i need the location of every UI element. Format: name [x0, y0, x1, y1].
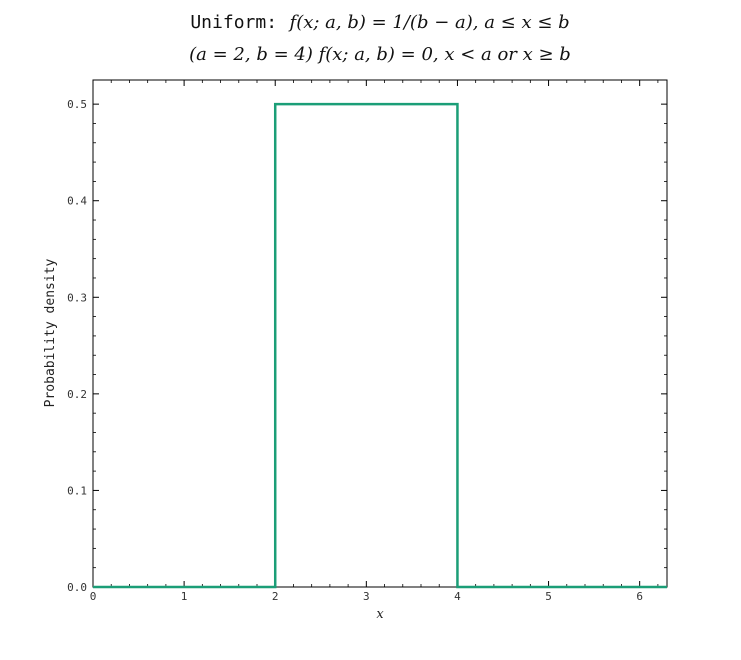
title-formula: f(x; a, b) = 1/(b − a), a ≤ x ≤ b	[288, 12, 570, 33]
x-axis-ticks: 0 1 2 3 4 5 6	[90, 80, 659, 603]
y-axis-label: Probability density	[43, 258, 58, 407]
chart-title: Uniform: f(x; a, b) = 1/(b − a), a ≤ x ≤…	[189, 12, 571, 65]
series-layer	[93, 102, 667, 589]
title-line-2: (a = 2, b = 4) f(x; a, b) = 0, x < a or …	[189, 44, 571, 65]
x-tick-label: 5	[545, 590, 552, 603]
plot-frame	[92, 79, 668, 588]
y-tick-label: 0.3	[67, 291, 87, 304]
x-tick-label: 0	[90, 590, 97, 603]
title-line-1: Uniform: f(x; a, b) = 1/(b − a), a ≤ x ≤…	[190, 12, 569, 33]
y-tick-label: 0.0	[67, 581, 87, 594]
pdf-series-line	[93, 102, 667, 589]
x-axis-label: x	[376, 607, 384, 622]
y-tick-label: 0.5	[67, 98, 87, 111]
y-axis-ticks: 0.0 0.1 0.2 0.3 0.4 0.5	[67, 98, 667, 594]
y-tick-label: 0.4	[67, 195, 87, 208]
y-tick-label: 0.2	[67, 388, 87, 401]
y-tick-label: 0.1	[67, 484, 87, 497]
x-tick-label: 1	[181, 590, 188, 603]
x-tick-label: 2	[272, 590, 279, 603]
x-tick-label: 4	[454, 590, 461, 603]
x-tick-label: 3	[363, 590, 370, 603]
title-prefix: Uniform:	[190, 12, 277, 33]
x-tick-label: 6	[636, 590, 643, 603]
